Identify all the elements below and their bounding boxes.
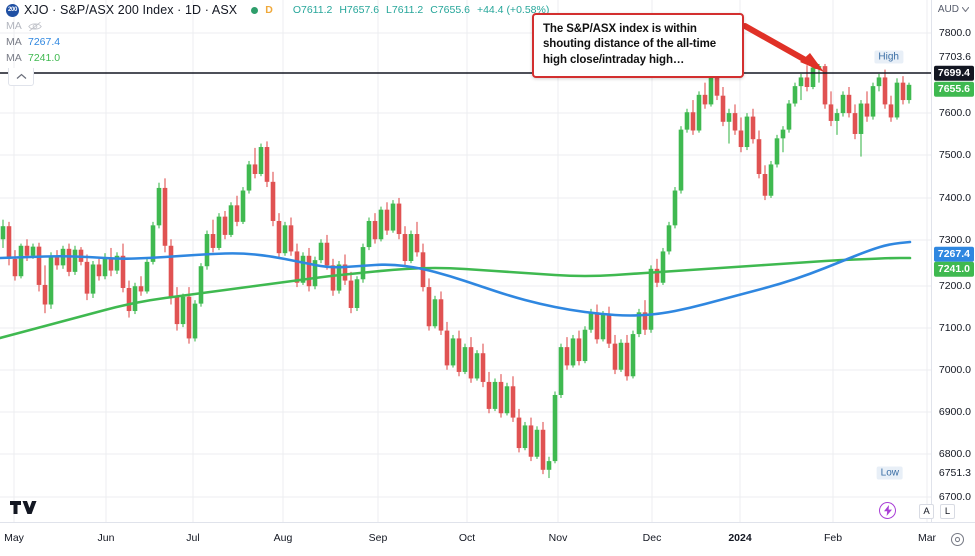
time-tick: 2024 [728,532,752,544]
chart-plot-area[interactable] [0,0,931,522]
time-tick: Nov [548,532,568,544]
price-tick: 7300.0 [938,234,971,246]
price-tag-green2[interactable]: 7241.0 [933,261,974,277]
annotation-arrow [742,23,824,72]
lightning-icon[interactable] [879,502,896,519]
price-axis[interactable]: 7800.0 7600.0 7500.0 7400.0 7300.0 7200.0 7100… [931,0,975,522]
low-marker-label: Low [876,466,903,480]
time-tick: Sep [368,532,388,544]
price-tick: 7100.0 [938,322,971,334]
time-tick: Dec [642,532,662,544]
tradingview-logo[interactable] [10,500,37,518]
price-tick: 6700.0 [938,491,971,503]
price-tick: 7000.0 [938,364,971,376]
annotation-callout[interactable]: The S&P/ASX index is within shouting dis… [532,13,744,79]
price-extreme-label: 6751.3 [938,467,971,479]
time-tick: Mar [917,532,937,544]
price-extreme-label: 7703.6 [938,51,971,63]
price-tick: 7600.0 [938,107,971,119]
price-tick: 6900.0 [938,406,971,418]
log-scale-button[interactable]: L [940,504,955,519]
price-tick: 7400.0 [938,192,971,204]
price-tag-blue[interactable]: 7267.4 [933,246,974,262]
price-tag-green[interactable]: 7655.6 [933,81,974,97]
auto-scale-button[interactable]: A [919,504,934,519]
price-tick: 7500.0 [938,149,971,161]
time-tick: Jul [186,532,200,544]
price-tick: 7200.0 [938,280,971,292]
currency-selector[interactable]: AUD [935,3,972,16]
currency-label: AUD [937,4,959,15]
price-tick: 6800.0 [938,448,971,460]
chevron-up-icon [16,73,26,79]
time-tick: Feb [823,532,843,544]
gear-icon[interactable] [950,532,965,547]
time-tick: Jun [97,532,115,544]
time-tick: Aug [273,532,293,544]
legend-collapse-button[interactable] [8,68,34,86]
time-tick: May [4,532,24,544]
time-tick: Oct [458,532,476,544]
annotation-text: The S&P/ASX index is within shouting dis… [543,23,717,66]
bolt-glyph [883,505,892,516]
chevron-down-icon [962,7,969,12]
high-marker-label: High [874,50,903,64]
chart-canvas [0,0,931,522]
price-tag-black[interactable]: 7699.4 [933,65,974,81]
time-axis[interactable]: May Jun Jul Aug Sep Oct Nov Dec 2024 Feb Mar [0,522,975,556]
price-tick: 7800.0 [938,27,971,39]
